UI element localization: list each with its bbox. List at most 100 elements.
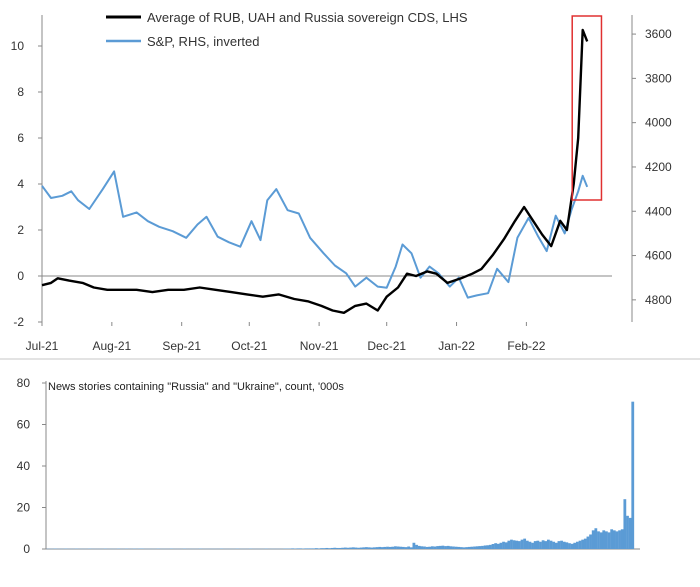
news-bar [449, 546, 453, 549]
news-bar [573, 542, 577, 549]
news-bar [546, 539, 550, 549]
news-bar [515, 540, 519, 549]
news-bar [570, 543, 574, 549]
y-left-tick-label: 8 [17, 85, 24, 99]
news-bar [631, 401, 635, 549]
news-bar [552, 541, 556, 549]
news-bar [520, 539, 524, 549]
news-bar [425, 546, 429, 549]
y-right-tick-label: 4600 [645, 249, 672, 263]
news-bar [346, 547, 350, 549]
legend-label-sp: S&P, RHS, inverted [147, 34, 259, 49]
news-bar [615, 531, 619, 549]
news-bar [554, 542, 558, 549]
news-bar [386, 546, 389, 549]
news-bar [420, 546, 424, 549]
news-bar [383, 546, 387, 549]
news-bar [312, 548, 316, 549]
news-bar [357, 547, 360, 549]
news-bar [486, 545, 490, 549]
x-tick-label: Jan-22 [438, 339, 475, 353]
news-bar [362, 547, 366, 549]
news-bar [618, 530, 621, 549]
news-bar [391, 546, 395, 549]
news-bar [330, 547, 334, 549]
news-y-tick-label: 60 [17, 418, 31, 432]
news-bar [533, 541, 537, 549]
news-bar [372, 547, 376, 549]
news-bar [499, 542, 503, 549]
news-bar [452, 546, 455, 549]
news-bar [433, 546, 437, 549]
news-bar [473, 546, 476, 549]
news-bar [409, 547, 413, 549]
series-line-cds [41, 28, 589, 314]
market-chart: -2 0 2 4 6 8 10 3600 3800 4000 4200 4400 4600 4800 Jul… [11, 10, 672, 353]
news-bar [562, 541, 566, 549]
news-bar [441, 545, 445, 549]
y-right-tick-label: 3600 [645, 27, 672, 41]
news-y-tick-label: 20 [17, 501, 31, 515]
news-bar [610, 529, 614, 549]
news-bar [481, 545, 484, 549]
news-bar [578, 540, 582, 549]
news-bar [436, 546, 440, 549]
news-bar [597, 531, 600, 549]
news-bar [380, 547, 384, 549]
news-bar [607, 532, 611, 549]
y-left-tick-label: 2 [17, 223, 24, 237]
news-bar [412, 542, 416, 549]
news-bar [457, 546, 461, 549]
y-left-tick-label: 6 [17, 131, 24, 145]
y-right-tick-label: 3800 [645, 71, 672, 85]
news-bar [322, 548, 326, 549]
news-y-tick-label: 0 [23, 542, 30, 556]
news-y-tick-label: 80 [17, 376, 31, 390]
x-tick-label: Dec-21 [367, 339, 406, 353]
news-bar [541, 540, 545, 549]
news-bar [341, 547, 345, 549]
news-bar [417, 545, 421, 549]
news-bar [628, 517, 632, 550]
news-bar [428, 546, 432, 549]
highlight-box [571, 15, 603, 201]
news-bar [467, 546, 471, 549]
news-bar [354, 547, 358, 549]
news-bar [583, 538, 587, 550]
news-bar [581, 539, 585, 549]
news-bar [525, 540, 529, 549]
news-bar [314, 548, 318, 549]
news-bar [488, 544, 492, 549]
x-tick-label: Feb-22 [507, 339, 545, 353]
news-bar [560, 540, 563, 549]
news-bar [496, 543, 500, 549]
news-bar [399, 546, 403, 549]
news-bar [291, 548, 295, 549]
chart-divider [0, 358, 700, 360]
news-bar [367, 547, 371, 549]
news-bar [549, 540, 553, 549]
news-bar [594, 528, 598, 549]
news-bar [612, 530, 616, 549]
news-bar [307, 548, 310, 549]
news-bar [626, 515, 629, 549]
news-bar [620, 529, 624, 549]
news-bar [470, 546, 474, 549]
news-bar [523, 538, 527, 550]
news-bar [370, 547, 374, 549]
news-bar [517, 541, 521, 549]
legend-label-cds: Average of RUB, UAH and Russia sovereign… [147, 10, 468, 25]
news-bar [475, 546, 479, 549]
news-bar [483, 545, 487, 549]
news-bar [589, 534, 592, 549]
news-y-tick-label: 40 [17, 459, 31, 473]
news-bar [404, 547, 408, 549]
news-bar [565, 542, 569, 549]
news-bar [568, 543, 571, 549]
news-bar [446, 545, 450, 549]
news-bar [438, 545, 442, 549]
series-line-sp [41, 170, 589, 299]
x-tick-label: Aug-21 [92, 339, 131, 353]
news-bar [359, 547, 363, 549]
news-bar [338, 547, 342, 549]
